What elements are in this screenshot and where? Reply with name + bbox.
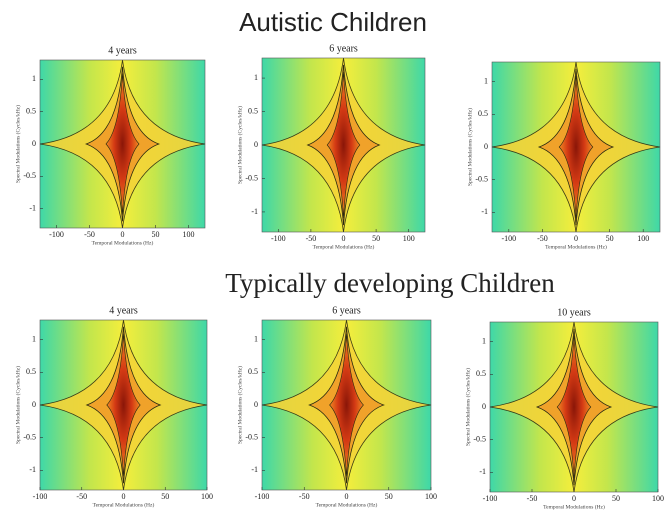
x-tick-label: -100	[271, 234, 286, 243]
y-tick-label: -1	[479, 467, 486, 476]
x-tick-label: 0	[122, 492, 126, 501]
heatmap-core	[558, 75, 594, 219]
x-tick-label: -50	[537, 234, 548, 243]
x-axis-label: Temporal Modulations (Hz)	[92, 239, 154, 246]
y-axis-label: Spectral Modulations (Cycles/kHz)	[236, 366, 243, 444]
y-tick-label: -1	[29, 203, 36, 212]
x-tick-label: -100	[255, 492, 270, 501]
panel-title: 6 years	[332, 305, 361, 316]
y-axis-label: Spectral Modulations (Cycles/kHz)	[466, 108, 473, 186]
y-tick-label: 0	[32, 400, 36, 409]
x-tick-label: 50	[606, 234, 614, 243]
x-tick-label: 100	[183, 230, 195, 239]
y-axis-label: Spectral Modulations (Cycles/kHz)	[14, 366, 21, 444]
panel-title: 4 years	[108, 45, 137, 56]
x-tick-label: 50	[385, 492, 393, 501]
group-title: Autistic Children	[239, 7, 427, 37]
x-tick-label: -50	[76, 492, 87, 501]
y-tick-label: -0.5	[245, 433, 258, 442]
x-axis-label: Temporal Modulations (Hz)	[313, 243, 375, 250]
y-tick-label: 1	[484, 76, 488, 85]
y-tick-label: -0.5	[473, 435, 486, 444]
y-tick-label: -1	[481, 207, 488, 216]
x-tick-label: -50	[306, 234, 317, 243]
y-tick-label: 0.5	[248, 367, 258, 376]
panel-title: 10 years	[557, 307, 591, 318]
y-tick-label: -0.5	[23, 171, 36, 180]
heatmap-core	[105, 73, 140, 215]
y-tick-label: 0.5	[26, 107, 36, 116]
group-title: Typically developing Children	[225, 268, 555, 298]
y-tick-label: 1	[254, 334, 258, 343]
y-tick-label: 0	[254, 400, 258, 409]
y-tick-label: -0.5	[23, 433, 36, 442]
heatmap-core	[329, 333, 364, 477]
x-tick-label: -50	[299, 492, 310, 501]
x-axis-label: Temporal Modulations (Hz)	[93, 501, 155, 508]
x-tick-label: 100	[403, 234, 415, 243]
y-tick-label: 0.5	[248, 106, 258, 115]
y-tick-label: 0	[482, 402, 486, 411]
x-tick-label: 100	[201, 492, 213, 501]
x-tick-label: 100	[425, 492, 437, 501]
x-tick-label: 0	[574, 234, 578, 243]
x-tick-label: 100	[637, 234, 649, 243]
x-tick-label: 0	[121, 230, 125, 239]
heatmap-core	[326, 71, 361, 219]
x-tick-label: -100	[33, 492, 48, 501]
x-tick-label: -50	[527, 494, 538, 503]
y-axis-label: Spectral Modulations (Cycles/kHz)	[236, 106, 243, 184]
y-axis-label: Spectral Modulations (Cycles/kHz)	[464, 368, 471, 446]
y-tick-label: 0	[254, 140, 258, 149]
x-tick-label: 50	[152, 230, 160, 239]
x-tick-label: -50	[84, 230, 95, 239]
x-tick-label: 0	[572, 494, 576, 503]
y-tick-label: -1	[29, 465, 36, 474]
x-tick-label: 50	[612, 494, 620, 503]
y-tick-label: 0.5	[478, 109, 488, 118]
heatmap-core	[106, 333, 141, 477]
heatmap-core	[556, 335, 592, 479]
y-tick-label: 0	[484, 142, 488, 151]
x-tick-label: 50	[372, 234, 380, 243]
y-tick-label: 1	[32, 74, 36, 83]
x-tick-label: -100	[49, 230, 64, 239]
x-tick-label: 100	[652, 494, 664, 503]
x-axis-label: Temporal Modulations (Hz)	[543, 503, 605, 510]
x-tick-label: 50	[161, 492, 169, 501]
x-tick-label: -100	[483, 494, 498, 503]
y-tick-label: 0.5	[26, 367, 36, 376]
y-tick-label: -1	[251, 207, 258, 216]
y-tick-label: 0.5	[476, 369, 486, 378]
y-tick-label: -0.5	[475, 175, 488, 184]
y-tick-label: -1	[251, 465, 258, 474]
x-tick-label: 0	[345, 492, 349, 501]
y-tick-label: 1	[32, 334, 36, 343]
x-tick-label: 0	[342, 234, 346, 243]
y-tick-label: 1	[482, 336, 486, 345]
panel-title: 6 years	[329, 43, 358, 54]
panel-title: 4 years	[109, 305, 138, 316]
y-tick-label: 0	[32, 139, 36, 148]
y-tick-label: 1	[254, 73, 258, 82]
x-tick-label: -100	[501, 234, 516, 243]
y-axis-label: Spectral Modulations (Cycles/kHz)	[14, 105, 21, 183]
x-axis-label: Temporal Modulations (Hz)	[316, 501, 378, 508]
x-axis-label: Temporal Modulations (Hz)	[545, 243, 607, 250]
y-tick-label: -0.5	[245, 173, 258, 182]
